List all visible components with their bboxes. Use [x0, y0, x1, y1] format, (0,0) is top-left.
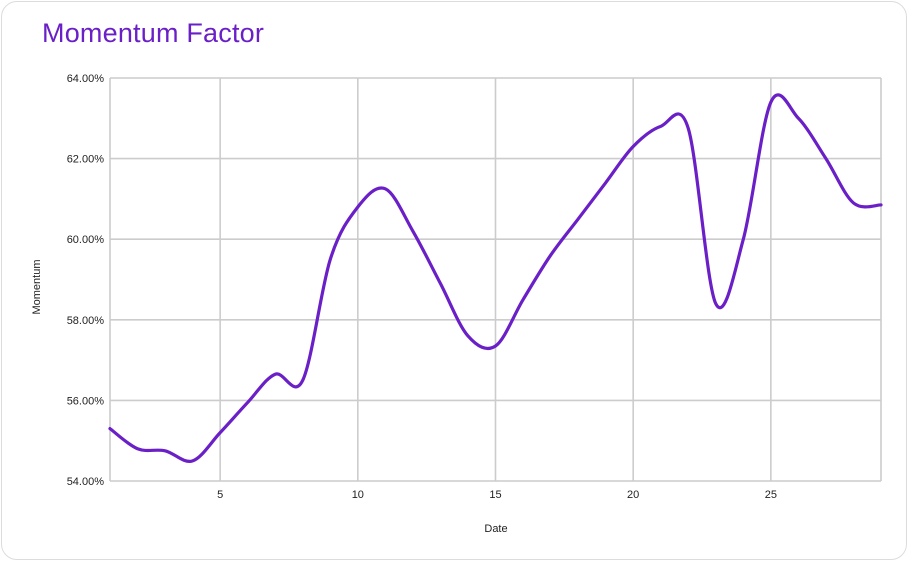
x-tick-label: 20	[627, 489, 639, 501]
y-axis-ticks: 54.00% 56.00% 58.00% 60.00% 62.00% 64.00%	[67, 73, 105, 488]
y-tick-label: 58.00%	[67, 315, 105, 327]
x-tick-label: 15	[489, 489, 501, 501]
y-tick-label: 62.00%	[67, 154, 105, 166]
series-line	[108, 93, 883, 463]
x-axis-ticks: 5 10 15 20 25	[217, 489, 777, 501]
chart-title: Momentum Factor	[42, 18, 265, 48]
x-tick-label: 5	[217, 489, 223, 501]
x-tick-label: 25	[765, 489, 777, 501]
y-tick-label: 60.00%	[67, 234, 105, 246]
x-tick-label: 10	[352, 489, 364, 501]
grid	[109, 77, 882, 482]
y-axis-label: Momentum	[31, 259, 43, 314]
y-tick-label: 64.00%	[67, 73, 105, 85]
y-tick-label: 56.00%	[67, 395, 105, 407]
series-layer	[108, 93, 883, 463]
x-axis-label: Date	[484, 523, 507, 535]
y-tick-label: 54.00%	[67, 476, 105, 488]
